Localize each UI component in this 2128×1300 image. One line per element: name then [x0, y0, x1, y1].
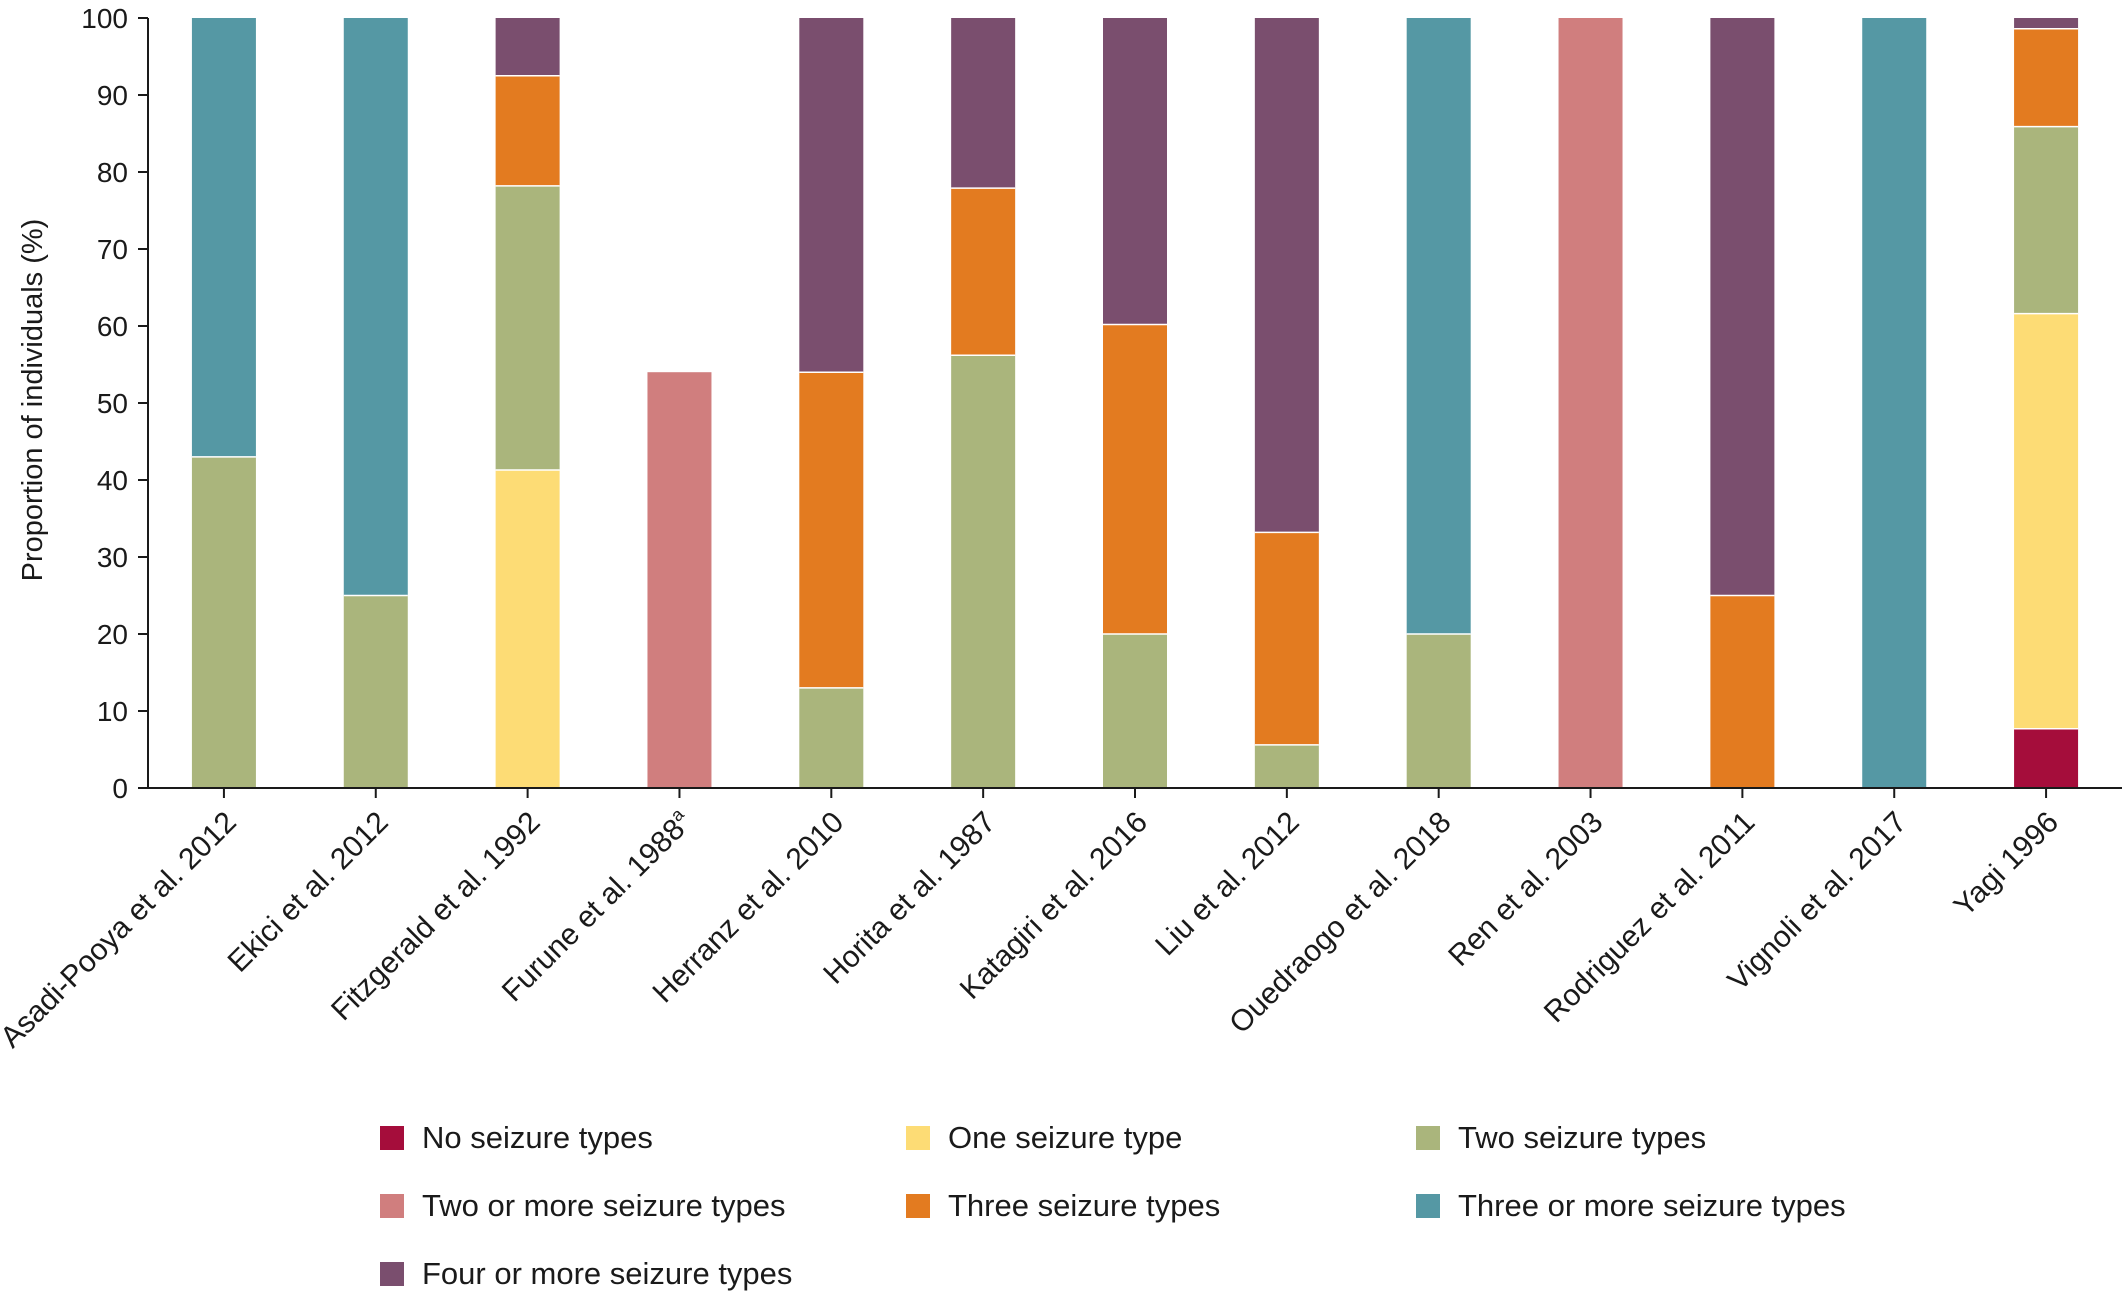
- bar-segment: [1254, 532, 1319, 745]
- legend-swatch: [1416, 1194, 1440, 1218]
- bar-segment: [1254, 744, 1319, 788]
- legend-item: Two or more seizure types: [380, 1186, 786, 1226]
- legend-label: One seizure type: [948, 1120, 1183, 1155]
- chart-legend: No seizure types One seizure type Two seiz…: [380, 1118, 1980, 1298]
- legend-label: Four or more seizure types: [422, 1256, 793, 1291]
- legend-item: Three or more seizure types: [1416, 1186, 1846, 1226]
- bar-segment: [1558, 18, 1623, 788]
- bar-segment: [1406, 18, 1471, 634]
- stacked-bar-chart: 0 10 20 30 40 50 60 70 80 90 100 Asadi-Pooya et al…: [0, 3, 2122, 1054]
- y-tick-label: 90: [97, 80, 128, 111]
- legend-swatch: [906, 1126, 930, 1150]
- legend-swatch: [380, 1262, 404, 1286]
- bar-segment: [951, 18, 1016, 189]
- bar-segment: [495, 469, 560, 788]
- bar-segment: [1254, 18, 1319, 533]
- bar-segment: [951, 355, 1016, 788]
- legend-label: No seizure types: [422, 1120, 653, 1155]
- legend-label: Three or more seizure types: [1458, 1188, 1846, 1223]
- legend-swatch: [906, 1194, 930, 1218]
- bars-layer: [191, 18, 2079, 788]
- legend-label: Three seizure types: [948, 1188, 1221, 1223]
- bar-segment: [2014, 313, 2079, 729]
- bar-segment: [2014, 18, 2079, 29]
- y-tick-label: 100: [81, 3, 128, 34]
- legend-label: Two seizure types: [1458, 1120, 1707, 1155]
- bar-segment: [1406, 634, 1471, 788]
- bar-segment: [2014, 126, 2079, 314]
- y-tick-label: 40: [97, 465, 128, 496]
- y-tick-label: 30: [97, 542, 128, 573]
- bar-segment: [647, 372, 712, 788]
- legend-swatch: [1416, 1126, 1440, 1150]
- bar-segment: [343, 595, 408, 788]
- x-category-label: Ren et al. 2003: [1442, 806, 1609, 973]
- legend-item: Three seizure types: [906, 1186, 1220, 1226]
- legend-swatch: [380, 1194, 404, 1218]
- bar-segment: [495, 18, 560, 76]
- bar-segment: [1862, 18, 1927, 788]
- bar-segment: [191, 456, 256, 788]
- y-tick-label: 20: [97, 619, 128, 650]
- bar-segment: [951, 188, 1016, 356]
- legend-label: Two or more seizure types: [422, 1188, 786, 1223]
- y-tick-label: 50: [97, 388, 128, 419]
- legend-item: Four or more seizure types: [380, 1254, 792, 1294]
- bar-segment: [1103, 18, 1167, 325]
- y-tick-label: 10: [97, 696, 128, 727]
- legend-swatch: [380, 1126, 404, 1150]
- bar-segment: [1710, 18, 1775, 596]
- y-ticks: 0 10 20 30 40 50 60 70 80 90 100: [81, 3, 148, 804]
- bar-segment: [191, 18, 256, 457]
- bar-segment: [799, 372, 864, 688]
- bar-segment: [799, 687, 864, 788]
- legend-item: One seizure type: [906, 1118, 1182, 1158]
- bar-segment: [799, 18, 864, 373]
- y-axis-title: Proportion of individuals (%): [17, 219, 49, 582]
- bar-segment: [2014, 728, 2079, 788]
- y-tick-label: 70: [97, 234, 128, 265]
- y-tick-label: 60: [97, 311, 128, 342]
- bar-segment: [1103, 634, 1167, 788]
- x-category-label: Yagi 1996: [1948, 806, 2065, 923]
- label-superscript: a: [667, 804, 689, 826]
- bar-segment: [495, 75, 560, 186]
- bar-segment: [1710, 595, 1775, 788]
- bar-segment: [1103, 324, 1167, 634]
- legend-item: No seizure types: [380, 1118, 653, 1158]
- legend-item: Two seizure types: [1416, 1118, 1706, 1158]
- x-category-label: Ekici et al. 2012: [222, 806, 395, 979]
- x-category-label: Liu et al. 2012: [1149, 806, 1306, 963]
- x-category-label: Asadi-Pooya et al. 2012: [0, 806, 243, 1055]
- bar-segment: [2014, 28, 2079, 127]
- bar-segment: [343, 18, 408, 596]
- y-tick-label: 0: [112, 773, 128, 804]
- bar-segment: [495, 185, 560, 470]
- y-tick-label: 80: [97, 157, 128, 188]
